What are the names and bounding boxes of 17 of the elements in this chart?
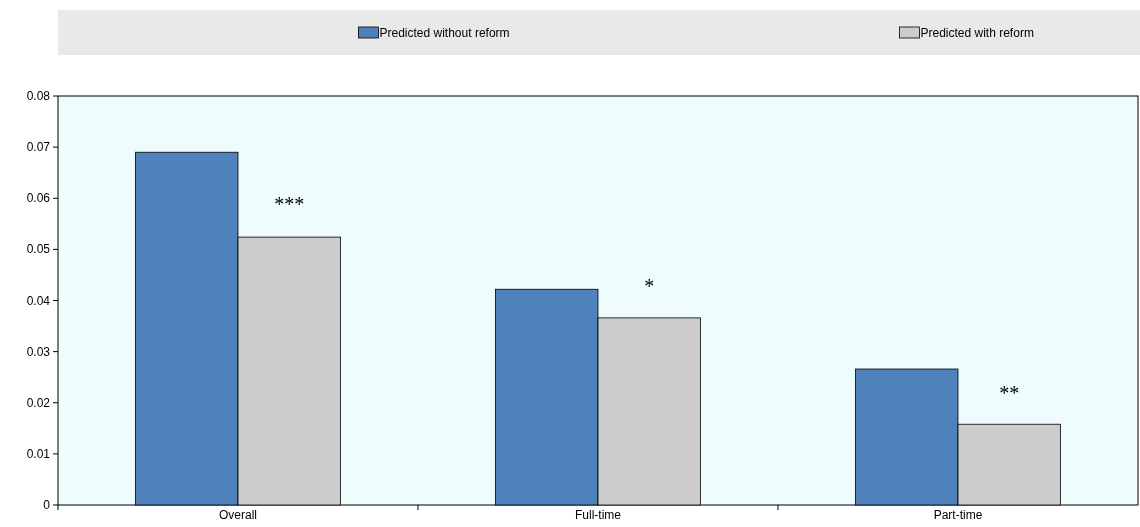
y-tick-label: 0.02: [26, 395, 51, 410]
y-tick-label: 0: [43, 498, 51, 512]
y-tick-label: 0.03: [26, 344, 51, 359]
annotation: **: [999, 382, 1020, 405]
y-tick-label: 0.08: [26, 89, 51, 103]
x-tick-label: Full-time: [574, 508, 622, 522]
legend-label: Predicted with reform: [920, 26, 1034, 40]
y-tick-label: 0.04: [26, 293, 51, 308]
x-tick-label: Part-time: [933, 508, 983, 522]
y-tick-label: 0.01: [26, 446, 51, 461]
x-tick-label: Overall: [218, 508, 258, 522]
annotation: *: [644, 274, 655, 297]
y-tick-label: 0.07: [26, 140, 51, 155]
y-tick-label: 0.06: [26, 191, 51, 206]
legend-label: Predicted without reform: [379, 26, 510, 40]
y-tick-label: 0.05: [26, 242, 51, 257]
annotation: ***: [274, 193, 305, 216]
